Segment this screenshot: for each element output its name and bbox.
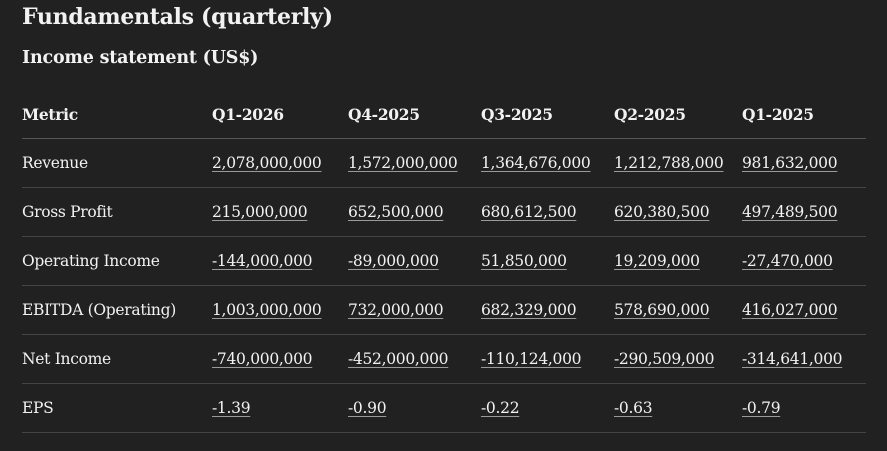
value-link[interactable]: 497,489,500 [742, 203, 838, 221]
value-link[interactable]: -89,000,000 [348, 252, 439, 270]
column-header-q2-2025: Q2-2025 [614, 90, 742, 139]
value-link[interactable]: 620,380,500 [614, 203, 710, 221]
value-link[interactable]: -452,000,000 [348, 350, 449, 368]
column-header-q4-2025: Q4-2025 [348, 90, 481, 139]
table-row-gross-profit: Gross Profit 215,000,000 652,500,000 680… [22, 187, 866, 237]
value-link[interactable]: 578,690,000 [614, 301, 710, 319]
page-title: Fundamentals (quarterly) [22, 4, 333, 30]
table-row-net-income: Net Income -740,000,000 -452,000,000 -11… [22, 334, 866, 384]
value-link[interactable]: -290,509,000 [614, 350, 715, 368]
column-header-metric: Metric [22, 90, 212, 139]
value-link[interactable]: -0.79 [742, 399, 781, 417]
row-label: Gross Profit [22, 187, 212, 237]
value-link[interactable]: 732,000,000 [348, 301, 444, 319]
value-link[interactable]: 680,612,500 [481, 203, 577, 221]
table-header-row: Metric Q1-2026 Q4-2025 Q3-2025 Q2-2025 Q… [22, 90, 866, 139]
value-link[interactable]: -740,000,000 [212, 350, 313, 368]
income-statement-table: Metric Q1-2026 Q4-2025 Q3-2025 Q2-2025 Q… [22, 90, 866, 433]
value-link[interactable]: 682,329,000 [481, 301, 577, 319]
value-link[interactable]: -0.63 [614, 399, 653, 417]
value-link[interactable]: 1,003,000,000 [212, 301, 322, 319]
table-row-revenue: Revenue 2,078,000,000 1,572,000,000 1,36… [22, 138, 866, 188]
value-link[interactable]: -144,000,000 [212, 252, 313, 270]
table-row-ebitda: EBITDA (Operating) 1,003,000,000 732,000… [22, 285, 866, 335]
value-link[interactable]: 416,027,000 [742, 301, 838, 319]
column-header-q1-2026: Q1-2026 [212, 90, 348, 139]
value-link[interactable]: -0.90 [348, 399, 387, 417]
value-link[interactable]: 1,212,788,000 [614, 154, 724, 172]
value-link[interactable]: 981,632,000 [742, 154, 838, 172]
table-row-operating-income: Operating Income -144,000,000 -89,000,00… [22, 236, 866, 286]
section-title: Income statement (US$) [22, 48, 259, 68]
value-link[interactable]: 19,209,000 [614, 252, 700, 270]
row-label: EPS [22, 383, 212, 433]
column-header-q1-2025: Q1-2025 [742, 90, 866, 139]
value-link[interactable]: 2,078,000,000 [212, 154, 322, 172]
value-link[interactable]: 215,000,000 [212, 203, 308, 221]
value-link[interactable]: -110,124,000 [481, 350, 582, 368]
table-row-eps: EPS -1.39 -0.90 -0.22 -0.63 -0.79 [22, 383, 866, 433]
value-link[interactable]: -0.22 [481, 399, 520, 417]
row-label: Revenue [22, 138, 212, 188]
row-label: Operating Income [22, 236, 212, 286]
value-link[interactable]: -314,641,000 [742, 350, 843, 368]
value-link[interactable]: 1,572,000,000 [348, 154, 458, 172]
column-header-q3-2025: Q3-2025 [481, 90, 614, 139]
value-link[interactable]: 1,364,676,000 [481, 154, 591, 172]
row-label: EBITDA (Operating) [22, 285, 212, 335]
value-link[interactable]: 652,500,000 [348, 203, 444, 221]
value-link[interactable]: -1.39 [212, 399, 251, 417]
row-label: Net Income [22, 334, 212, 384]
value-link[interactable]: -27,470,000 [742, 252, 833, 270]
value-link[interactable]: 51,850,000 [481, 252, 567, 270]
